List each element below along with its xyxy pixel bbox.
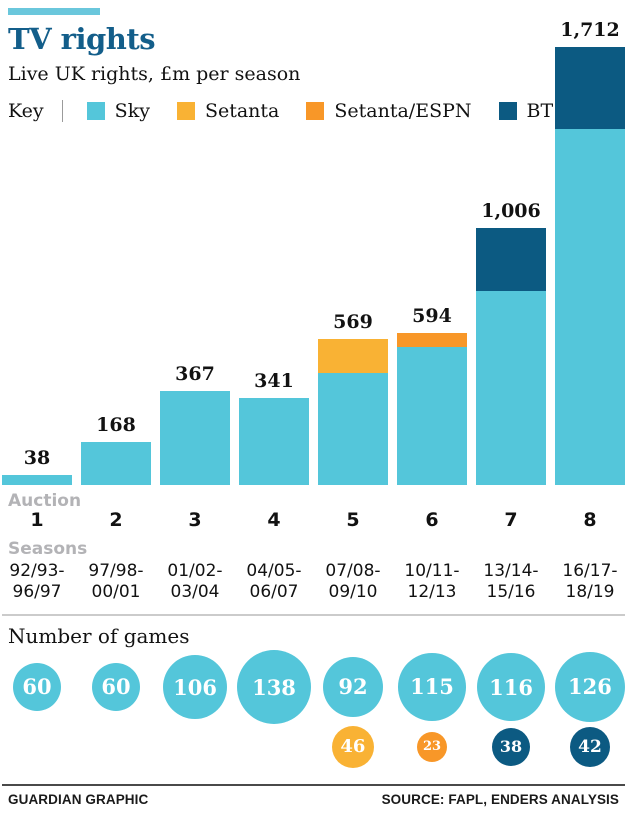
games-circle-primary: 60: [91, 662, 141, 712]
season-label: 01/02- 03/04: [167, 561, 223, 602]
bar-segment-sky: [160, 391, 230, 485]
auction-number: 2: [109, 509, 123, 531]
footer-source: SOURCE: FAPL, ENDERS ANALYSIS: [381, 792, 619, 807]
games-circle-primary: 92: [322, 656, 384, 718]
legend-item-sky: Sky: [86, 100, 150, 122]
legend-swatch: [86, 102, 105, 120]
bar-value-label: 1,006: [481, 199, 541, 222]
season-label: 07/08- 09/10: [325, 561, 381, 602]
bar-auction-3: [160, 391, 230, 485]
bar-value-label: 1,712: [560, 19, 620, 41]
bar-auction-5: [318, 339, 388, 485]
auction-number: 1: [30, 509, 44, 531]
legend-item-label: Sky: [114, 100, 150, 122]
season-label: 10/11- 12/13: [404, 561, 460, 602]
bar-segment-sky: [318, 372, 388, 485]
season-label: 04/05- 06/07: [246, 561, 302, 602]
bar-auction-6: [397, 333, 467, 485]
games-circle-secondary: 23: [416, 731, 448, 763]
games-circle-secondary: 42: [569, 726, 611, 768]
games-circle-secondary: 38: [491, 727, 531, 767]
games-heading: Number of games: [8, 624, 190, 648]
bar-value-label: 168: [96, 414, 136, 436]
bar-segment-bt: [555, 47, 625, 129]
games-circle-primary: 138: [237, 650, 311, 724]
bar-segment-sky: [397, 346, 467, 485]
bar-auction-4: [239, 397, 309, 485]
games-circle-primary: 116: [477, 653, 545, 721]
legend-item-label: BT: [526, 100, 554, 122]
bar-value-label: 367: [175, 363, 215, 386]
games-circle-primary: 60: [12, 662, 62, 712]
bar-segment-sky: [476, 290, 546, 485]
auction-number: 3: [188, 509, 202, 531]
legend: Key Sky Setanta Setanta/ESPN BT: [8, 99, 580, 123]
legend-item-setanta: Setanta: [176, 100, 280, 122]
bar-segment-sky: [239, 397, 309, 485]
bar-chart: 38 168 367 341 569 594 1,006 1,712: [2, 19, 625, 485]
legend-item-label: Setanta/ESPN: [334, 100, 472, 122]
legend-divider: [61, 100, 63, 122]
legend-swatch: [498, 102, 517, 120]
page-title: TV rights: [8, 22, 156, 56]
chart-subtitle: Live UK rights, £m per season: [8, 63, 301, 85]
bar-segment-sky: [81, 442, 151, 485]
footer-rule: [2, 784, 625, 786]
bar-value-label: 569: [333, 311, 373, 334]
bar-auction-2: [81, 442, 151, 485]
season-label: 92/93- 96/97: [9, 561, 65, 602]
legend-swatch: [306, 102, 325, 120]
auction-number: 6: [425, 509, 439, 531]
legend-item-bt: BT: [498, 100, 554, 122]
auction-number: 4: [267, 509, 281, 531]
auction-axis-caption: Auction: [8, 491, 82, 511]
legend-item-setanta-espn: Setanta/ESPN: [306, 100, 472, 122]
bar-segment-bt: [476, 227, 546, 291]
title-accent-bar: [8, 8, 100, 15]
seasons-axis-caption: Seasons: [8, 539, 88, 559]
bar-auction-8: [555, 47, 625, 485]
season-label: 97/98- 00/01: [88, 561, 144, 602]
legend-swatch: [176, 102, 195, 120]
auction-number: 8: [583, 509, 597, 531]
auction-number: 5: [346, 509, 360, 531]
games-circle-primary: 126: [554, 651, 626, 723]
games-circle-primary: 115: [398, 653, 466, 721]
legend-item-label: Setanta: [204, 100, 280, 122]
footer-credit: GUARDIAN GRAPHIC: [8, 792, 149, 807]
games-circle-primary: 106: [162, 654, 228, 720]
bar-value-label: 341: [254, 369, 294, 392]
bar-auction-1: [2, 475, 72, 485]
legend-key-label: Key: [8, 100, 44, 122]
bar-segment-setanta: [318, 339, 388, 373]
bar-auction-7: [476, 227, 546, 485]
season-label: 13/14- 15/16: [483, 561, 539, 602]
section-divider-rule: [2, 614, 625, 616]
bar-segment-setanta-espn: [397, 333, 467, 347]
games-circle-secondary: 46: [331, 725, 375, 769]
bar-value-label: 38: [23, 447, 51, 470]
bar-value-label: 594: [412, 305, 452, 327]
bar-segment-sky: [555, 128, 625, 485]
season-label: 16/17- 18/19: [562, 561, 618, 602]
auction-number: 7: [504, 509, 518, 531]
bar-segment-sky: [2, 475, 72, 485]
